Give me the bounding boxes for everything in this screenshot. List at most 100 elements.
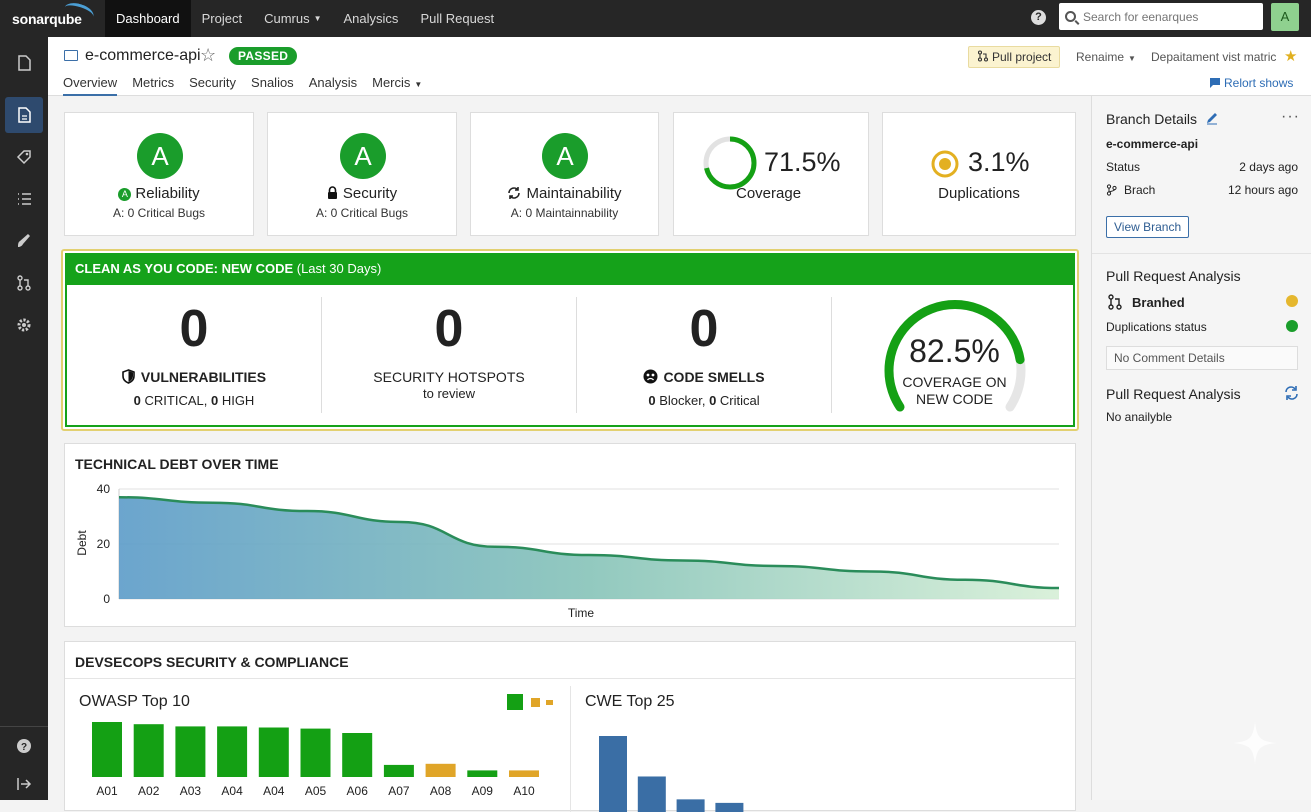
relort-link[interactable]: Relort shows [1209, 76, 1293, 90]
owasp-bar[interactable] [217, 726, 248, 777]
owasp-bar[interactable] [342, 733, 373, 777]
owasp-bar[interactable] [467, 770, 498, 777]
owasp-bar[interactable] [300, 728, 331, 777]
nav-pull-request[interactable]: Pull Request [420, 11, 495, 26]
list-icon[interactable] [5, 181, 43, 217]
gear-icon[interactable] [5, 307, 43, 343]
search-icon [1065, 11, 1076, 22]
new-coverage-gauge [884, 300, 1026, 412]
devsecops-panel: DEVSECOPS SECURITY & COMPLIANCE OWASP To… [64, 641, 1076, 812]
owasp-bar[interactable] [258, 727, 289, 778]
maintainability-card[interactable]: A Maintainability A: 0 Maintainnability [470, 112, 659, 236]
debt-y-tick: 20 [97, 537, 111, 551]
legend-green-icon [507, 694, 523, 710]
code-smell-icon [643, 369, 658, 384]
relort-label: Relort shows [1224, 76, 1294, 90]
owasp-x-tick: A04 [263, 784, 285, 798]
pr-analysis-title: Pull Request Analysis [1106, 268, 1241, 284]
security-grade: A [340, 133, 386, 179]
cwe-bar[interactable] [676, 799, 705, 812]
nav-analysics[interactable]: Analysics [343, 11, 399, 26]
rename-dropdown[interactable]: Renaime ▼ [1076, 50, 1136, 64]
project-title: e-commerce-api [85, 47, 201, 64]
tab-metrics[interactable]: Metrics [132, 75, 175, 90]
reliability-card[interactable]: A A Reliability A: 0 Critical Bugs [64, 112, 254, 236]
nav-project[interactable]: Project [201, 11, 243, 26]
technical-debt-panel: TECHNICAL DEBT OVER TIME 0 20 40 Debt Time [64, 443, 1076, 627]
project-file-icon[interactable] [5, 97, 43, 133]
tab-mercis[interactable]: Mercis ▼ [372, 75, 422, 96]
tab-snalios[interactable]: Snalios [251, 75, 294, 90]
top-bar: sonarqube Dashboard Project Cumrus ▼ Anal… [0, 0, 1311, 37]
reliability-grade: A [137, 133, 183, 179]
cwe-bar[interactable] [637, 776, 666, 812]
edit-pencil-icon[interactable] [1205, 111, 1219, 125]
main-nav: Dashboard Project Cumrus ▼ Analysics Pull… [105, 0, 505, 37]
nav-dashboard[interactable]: Dashboard [105, 0, 191, 37]
brush-icon[interactable] [5, 223, 43, 259]
grade-a-icon: A [118, 188, 132, 201]
coverage-label: Coverage [736, 185, 802, 202]
coverage-card[interactable]: 71.5% Coverage [673, 112, 869, 236]
nav-cumrus[interactable]: Cumrus ▼ [253, 0, 332, 37]
reliability-label-text: Reliability [135, 185, 200, 202]
owasp-x-tick: A05 [305, 784, 327, 798]
owasp-bar[interactable] [133, 724, 164, 777]
owasp-x-tick: A09 [472, 784, 494, 798]
debt-y-ticks: 0 20 40 [97, 482, 111, 606]
owasp-bar[interactable] [425, 763, 456, 777]
document-icon[interactable] [5, 45, 43, 81]
star-icon[interactable]: ☆ [200, 45, 217, 65]
help-circle-icon[interactable]: ? [5, 728, 43, 764]
sync-icon[interactable] [1284, 386, 1299, 400]
owasp-bar[interactable] [175, 726, 206, 777]
view-branch-button[interactable]: View Branch [1106, 216, 1190, 238]
department-link[interactable]: Depaitament vist matric [1151, 50, 1277, 64]
cwe-bar[interactable] [715, 802, 744, 812]
avatar[interactable]: A [1271, 3, 1299, 31]
code-smells-metric[interactable]: 0 CODE SMELLS 0 Blocker, 0 Critical [577, 285, 831, 425]
clean-code-header: CLEAN AS YOU CODE: NEW CODE (Last 30 Day… [65, 253, 1075, 285]
more-options-icon[interactable]: ··· [1281, 108, 1300, 125]
search-box[interactable] [1059, 3, 1263, 30]
maintainability-label-text: Maintainability [526, 185, 622, 202]
help-icon[interactable]: ? [1031, 10, 1046, 25]
expand-icon[interactable] [5, 766, 43, 802]
vulnerabilities-metric[interactable]: 0 VULNERABILITIES 0 CRITICAL, 0 HIGH [67, 285, 321, 425]
tab-analysis[interactable]: Analysis [308, 75, 358, 90]
pull-project-button[interactable]: Pull project [968, 46, 1061, 68]
security-label-text: Security [342, 185, 398, 202]
owasp-bar[interactable] [92, 722, 122, 777]
vuln-high-label: HIGH [218, 393, 255, 408]
new-coverage-metric[interactable]: 82.5% COVERAGE ON NEW CODE [832, 285, 1077, 425]
owasp-x-tick: A03 [180, 784, 202, 798]
owasp-bar[interactable] [383, 764, 414, 777]
security-card[interactable]: A Security A: 0 Critical Bugs [267, 112, 457, 236]
cwe-title: CWE Top 25 [585, 693, 675, 710]
pull-request-icon[interactable] [5, 265, 43, 301]
tab-overview[interactable]: Overview [63, 75, 118, 96]
tab-security[interactable]: Security [189, 75, 237, 90]
no-comment-details[interactable]: No Comment Details [1106, 346, 1298, 370]
security-label: Security [268, 185, 456, 202]
cwe-bar[interactable] [599, 736, 627, 812]
panel-divider [65, 678, 1075, 679]
brach-value: 12 hours ago [1227, 183, 1298, 197]
duplications-card[interactable]: 3.1% Duplications [882, 112, 1076, 236]
maintainability-label: Maintainability [471, 185, 658, 202]
clean-as-you-code-panel: CLEAN AS YOU CODE: NEW CODE (Last 30 Day… [61, 249, 1079, 431]
chevron-down-icon: ▼ [313, 14, 322, 23]
debt-y-label: Debt [75, 530, 89, 556]
pull-request-icon [977, 50, 989, 62]
star-filled-icon[interactable]: ★ [1284, 48, 1298, 65]
hotspots-sub: to review [422, 386, 476, 401]
owasp-x-tick: A07 [388, 784, 410, 798]
owasp-title: OWASP Top 10 [79, 693, 190, 710]
tag-icon[interactable] [5, 139, 43, 175]
owasp-bar[interactable] [509, 770, 539, 777]
sonarqube-logo[interactable]: sonarqube [0, 0, 105, 37]
folder-icon [64, 50, 78, 61]
search-input[interactable] [1083, 9, 1253, 24]
hotspots-label: SECURITY HOTSPOTS [373, 369, 525, 385]
hotspots-metric[interactable]: 0 SECURITY HOTSPOTS to review [322, 285, 576, 425]
